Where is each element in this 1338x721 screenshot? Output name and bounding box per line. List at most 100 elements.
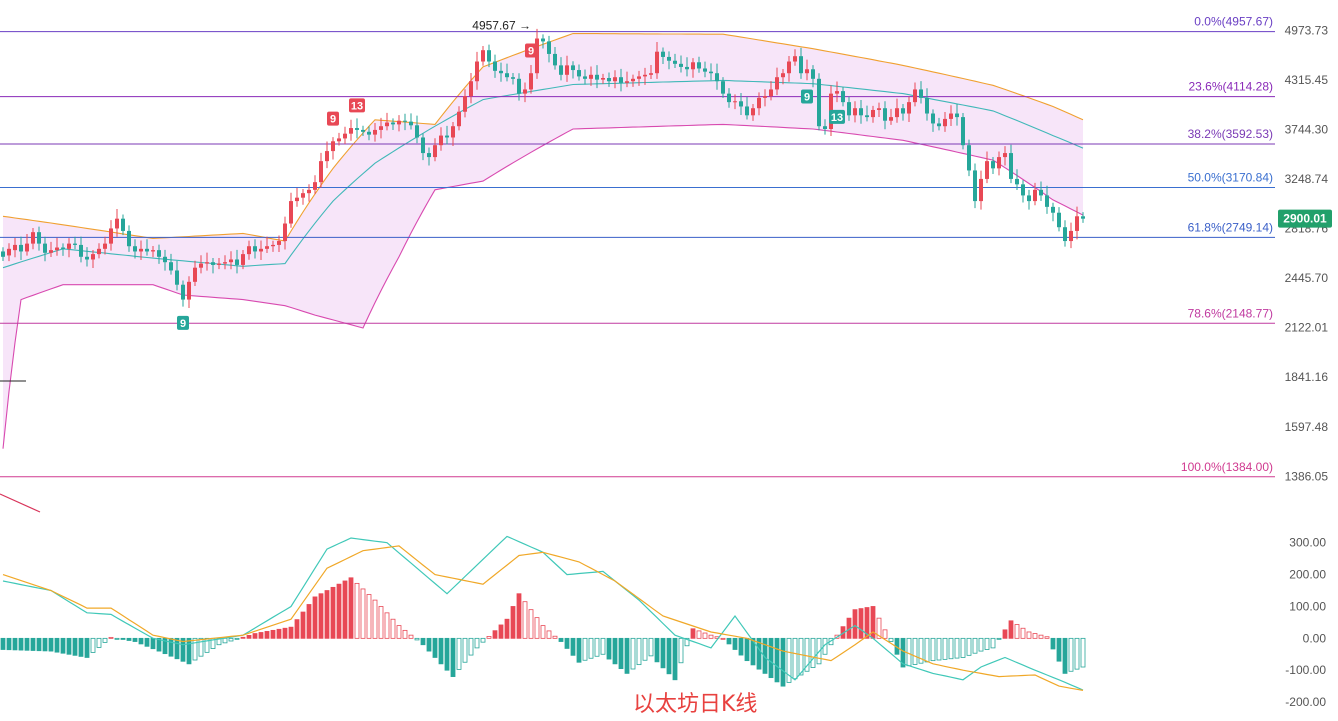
macd-histogram-bar (426, 637, 432, 652)
macd-histogram-bar (384, 612, 390, 639)
band-middle-line (2, 79, 1084, 269)
macd-histogram-bar (330, 586, 336, 639)
candle (961, 112, 965, 150)
candle (253, 239, 257, 259)
candle-body (853, 108, 857, 116)
macd-histogram-bar (660, 637, 666, 669)
candle (655, 42, 659, 79)
candle (49, 241, 53, 257)
candle-body (661, 51, 665, 57)
macd-histogram-bar (234, 637, 240, 640)
candle (1003, 146, 1007, 166)
candle-body (217, 263, 221, 265)
price-tag-label: 2900.01 (1283, 212, 1327, 226)
macd-histogram-bar (78, 637, 84, 657)
candle-body (481, 50, 485, 62)
macd-histogram-bar (858, 608, 864, 639)
candle (115, 209, 119, 237)
candle-body (817, 78, 821, 127)
macd-histogram-bar (186, 637, 192, 665)
candle-body (193, 267, 197, 282)
candle (133, 239, 137, 259)
macd-histogram-bar (612, 637, 618, 665)
macd-histogram-bar (162, 637, 168, 655)
candle-body (367, 131, 371, 135)
candle (823, 119, 827, 135)
candle (883, 101, 887, 130)
macd-histogram-bar (780, 637, 786, 687)
chart-overlays (0, 380, 41, 513)
candle (283, 216, 287, 250)
macd-histogram-bar (864, 607, 870, 639)
candle (985, 151, 989, 184)
macd-histogram-bar (294, 619, 300, 639)
candle (319, 152, 323, 188)
current-price-tag: 2900.01 (1278, 209, 1332, 228)
candle-body (613, 77, 617, 82)
macd-histogram-bar (324, 590, 330, 639)
candle-body (997, 157, 1001, 169)
candle (523, 82, 527, 103)
candle-body (925, 97, 929, 114)
candle (175, 260, 179, 291)
macd-tick-label: 200.00 (1289, 568, 1326, 582)
candle (841, 86, 845, 107)
candle (487, 44, 491, 68)
macd-histogram-bar (108, 636, 114, 639)
candle-body (667, 56, 671, 61)
candle-body (289, 201, 293, 224)
candle (1051, 202, 1055, 222)
candle (367, 126, 371, 141)
candle-body (703, 68, 707, 72)
candle-body (403, 120, 407, 122)
candle-body (805, 69, 809, 74)
candle-body (19, 244, 23, 252)
candle-body (463, 96, 467, 112)
td-marker-box (801, 89, 813, 104)
candle-body (343, 133, 347, 139)
candle-body (295, 197, 299, 202)
candle-body (13, 244, 17, 251)
candle (157, 244, 161, 264)
candle-body (529, 73, 533, 90)
candle-body (1081, 216, 1085, 219)
candle (193, 260, 197, 287)
candle-body (175, 270, 179, 285)
peak-price-label: 4957.67 → (472, 19, 531, 33)
candle-body (859, 108, 863, 116)
candle-body (697, 62, 701, 69)
candle-body (679, 63, 683, 67)
td-marker-box (525, 43, 537, 58)
macd-histogram-bar (1080, 637, 1086, 668)
candle-body (883, 108, 887, 121)
candle-body (379, 126, 383, 130)
candle (247, 240, 251, 260)
candle-body (931, 113, 935, 124)
macd-histogram-bar (744, 637, 750, 662)
macd-histogram-bar (594, 637, 600, 657)
macd-histogram-bar (48, 637, 54, 652)
macd-histogram-bar (948, 637, 954, 660)
candle-body (187, 281, 191, 300)
candle-body (235, 259, 239, 265)
macd-panel (0, 535, 1086, 691)
candle (241, 249, 245, 270)
candle (163, 249, 167, 271)
candle (103, 236, 107, 255)
macd-histogram-bar (420, 637, 426, 646)
candle (427, 147, 431, 166)
macd-histogram-bar (804, 637, 810, 672)
candle (205, 252, 209, 271)
candle-body (55, 247, 59, 251)
macd-histogram-bar (492, 630, 498, 639)
macd-histogram-bar (516, 593, 522, 639)
candle (517, 73, 521, 101)
macd-histogram-bar (54, 637, 60, 653)
candle-body (763, 96, 767, 98)
candle (661, 47, 665, 64)
candle (475, 51, 479, 90)
macd-histogram-bar (606, 637, 612, 660)
candle-body (115, 218, 119, 229)
chart-caption: 以太坊日K线 (633, 692, 758, 717)
